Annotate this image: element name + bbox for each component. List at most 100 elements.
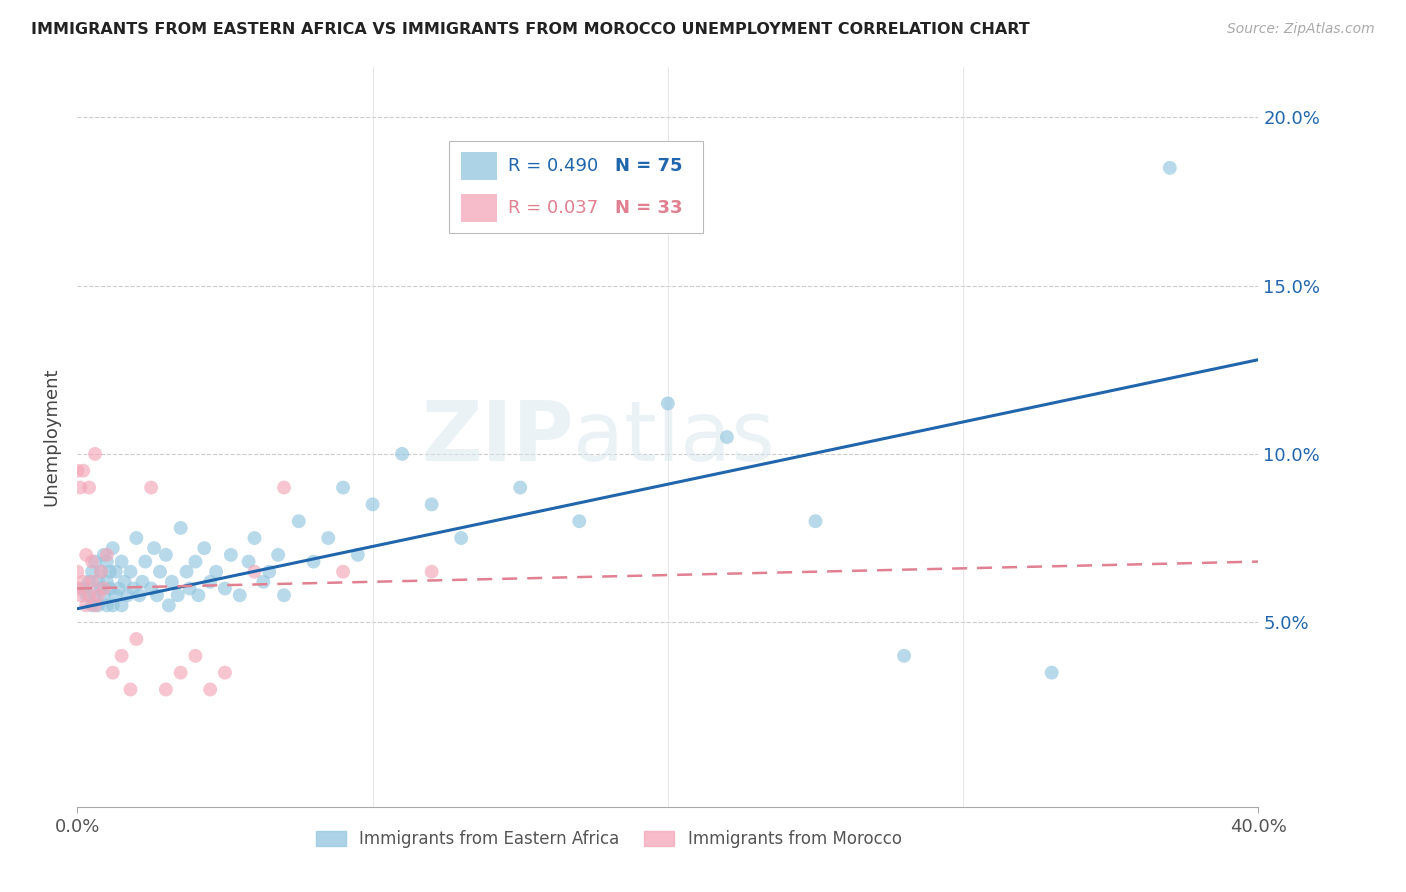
Point <box>107 582 129 596</box>
Point <box>166 588 188 602</box>
Point <box>66 582 89 596</box>
Point <box>170 521 193 535</box>
Point <box>87 574 110 589</box>
Point <box>267 548 290 562</box>
Point <box>160 574 183 589</box>
Point <box>77 574 100 589</box>
Point <box>243 531 266 545</box>
Point <box>93 548 115 562</box>
Point <box>77 588 100 602</box>
Point <box>82 555 104 569</box>
Point <box>120 565 142 579</box>
Point <box>82 574 104 589</box>
Point <box>243 565 266 579</box>
Point <box>238 555 260 569</box>
Text: IMMIGRANTS FROM EASTERN AFRICA VS IMMIGRANTS FROM MOROCCO UNEMPLOYMENT CORRELATI: IMMIGRANTS FROM EASTERN AFRICA VS IMMIGR… <box>31 22 1029 37</box>
Point <box>87 599 110 613</box>
Point <box>318 531 340 545</box>
Legend: Immigrants from Eastern Africa, Immigrants from Morocco: Immigrants from Eastern Africa, Immigran… <box>309 823 908 855</box>
Point <box>141 582 163 596</box>
Point <box>87 588 110 602</box>
Point <box>96 574 118 589</box>
Point <box>141 481 163 495</box>
Point <box>66 464 89 478</box>
FancyBboxPatch shape <box>450 141 703 234</box>
Point <box>450 531 472 545</box>
Point <box>657 396 679 410</box>
Text: R = 0.490: R = 0.490 <box>509 157 599 175</box>
FancyBboxPatch shape <box>461 152 496 180</box>
Point <box>96 555 118 569</box>
Point <box>568 514 591 528</box>
Point <box>77 481 100 495</box>
Point <box>93 588 115 602</box>
Point <box>193 541 215 555</box>
Point <box>420 565 443 579</box>
Point <box>184 555 207 569</box>
Point <box>184 648 207 663</box>
Point <box>90 582 112 596</box>
Text: N = 33: N = 33 <box>614 199 682 218</box>
Point <box>125 632 148 646</box>
Point <box>72 574 94 589</box>
Point <box>93 582 115 596</box>
Point <box>114 574 136 589</box>
Point <box>117 588 139 602</box>
Point <box>332 565 354 579</box>
Point <box>84 447 107 461</box>
Point <box>96 548 118 562</box>
Point <box>84 555 107 569</box>
Point <box>84 599 107 613</box>
Point <box>125 531 148 545</box>
Point <box>82 565 104 579</box>
Point <box>72 582 94 596</box>
Point <box>111 648 132 663</box>
Point <box>200 682 222 697</box>
Point <box>75 548 97 562</box>
Point <box>716 430 738 444</box>
Point <box>96 599 118 613</box>
Point <box>273 588 295 602</box>
Point <box>101 541 124 555</box>
Point <box>128 588 150 602</box>
Point <box>122 582 145 596</box>
Point <box>176 565 198 579</box>
Point <box>157 599 180 613</box>
Point <box>252 574 274 589</box>
Point <box>69 481 91 495</box>
Point <box>259 565 281 579</box>
Point <box>120 682 142 697</box>
Point <box>273 481 295 495</box>
Point <box>179 582 201 596</box>
Point <box>72 464 94 478</box>
Point <box>131 574 153 589</box>
Point <box>155 548 177 562</box>
Point <box>149 565 172 579</box>
Point <box>75 599 97 613</box>
Point <box>69 588 91 602</box>
Point <box>111 599 132 613</box>
Text: Source: ZipAtlas.com: Source: ZipAtlas.com <box>1227 22 1375 37</box>
Point <box>1159 161 1181 175</box>
Point <box>214 665 236 680</box>
Point <box>346 548 368 562</box>
Point <box>391 447 413 461</box>
Point <box>200 574 222 589</box>
Point <box>1040 665 1063 680</box>
Point <box>98 582 121 596</box>
Point <box>155 682 177 697</box>
Point <box>66 565 89 579</box>
Point <box>420 497 443 511</box>
Point <box>187 588 209 602</box>
Y-axis label: Unemployment: Unemployment <box>42 368 60 507</box>
Point <box>228 588 252 602</box>
Point <box>104 588 127 602</box>
Point <box>90 565 112 579</box>
Point <box>134 555 156 569</box>
Text: R = 0.037: R = 0.037 <box>509 199 599 218</box>
Point <box>170 665 193 680</box>
Point <box>104 565 127 579</box>
Point <box>302 555 325 569</box>
Text: atlas: atlas <box>574 397 775 477</box>
Text: N = 75: N = 75 <box>614 157 682 175</box>
